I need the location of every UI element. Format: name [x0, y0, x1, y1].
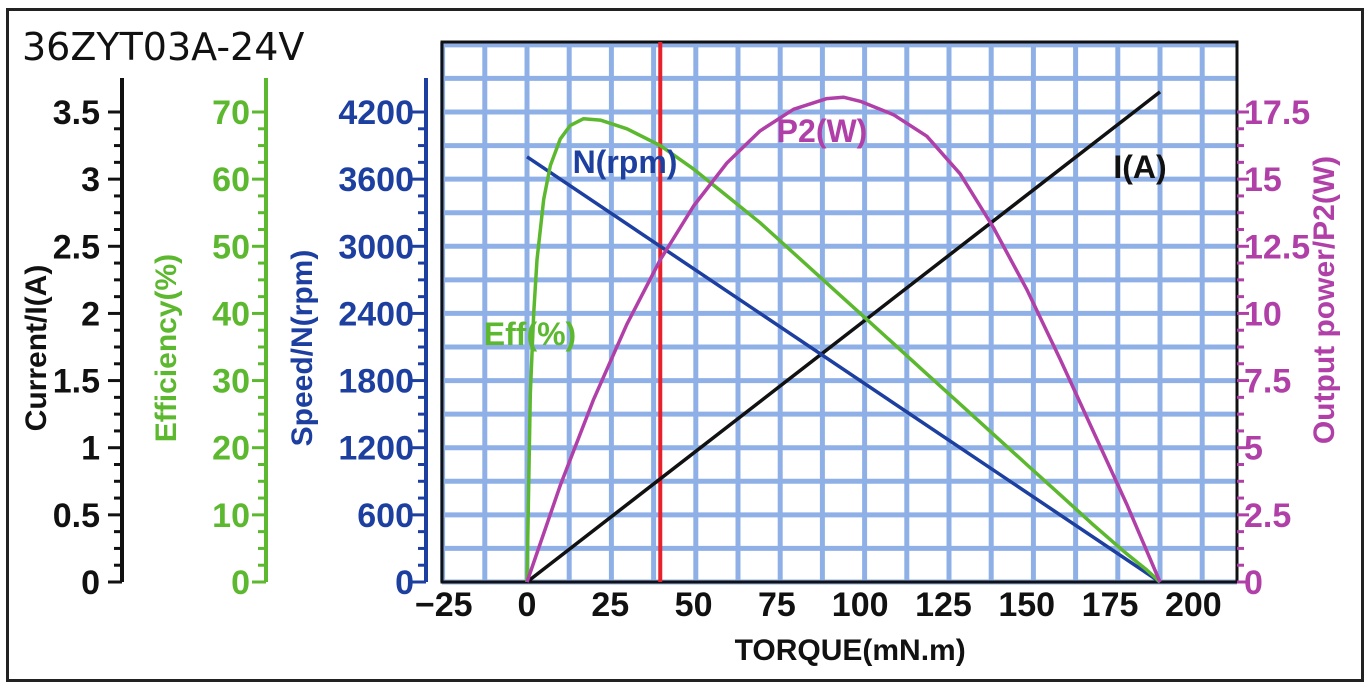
current-tick-label: 1.5 — [53, 363, 100, 401]
speed-tick-label: 1800 — [338, 363, 414, 401]
series-label-p2w: P2(W) — [777, 113, 868, 149]
efficiency-tick-label: 70 — [212, 94, 250, 132]
series-line-p2w — [525, 95, 1162, 583]
power-axis: 0 2.5 5 7.5 10 12.5 15 17.5 Output power/P2(W) — [1237, 94, 1341, 602]
efficiency-axis-label: Efficiency(%) — [150, 254, 183, 442]
speed-tick-label: 0 — [395, 564, 414, 602]
speed-axis-label: Speed/N(rpm) — [286, 250, 319, 447]
efficiency-tick-label: 30 — [212, 363, 250, 401]
power-tick-label: 2.5 — [1244, 497, 1291, 535]
speed-tick-label: 2400 — [338, 295, 414, 333]
current-tick-label: 1 — [81, 430, 100, 468]
power-tick-label: 17.5 — [1244, 94, 1310, 132]
x-tick-label: 125 — [915, 586, 972, 624]
speed-tick-label: 3000 — [338, 228, 414, 266]
current-tick-label: 3.5 — [53, 94, 100, 132]
current-tick-label: 0 — [81, 564, 100, 602]
current-tick-label: 0.5 — [53, 497, 100, 535]
x-tick-label: 100 — [832, 586, 889, 624]
power-axis-label: Output power/P2(W) — [1308, 156, 1341, 444]
efficiency-tick-label: 20 — [212, 430, 250, 468]
x-axis-label: TORQUE(mN.m) — [735, 634, 966, 667]
power-tick-label: 15 — [1244, 161, 1282, 199]
speed-tick-label: 600 — [357, 497, 414, 535]
power-tick-label: 0 — [1244, 564, 1263, 602]
efficiency-axis: 0 10 20 30 40 50 60 70 Efficiency(%) — [150, 78, 268, 602]
x-tick-label: 175 — [1082, 586, 1139, 624]
x-tick-label: 0 — [518, 586, 537, 624]
speed-tick-label: 1200 — [338, 430, 414, 468]
efficiency-tick-label: 10 — [212, 497, 250, 535]
speed-tick-label: 3600 — [338, 161, 414, 199]
series-label-nrpm: N(rpm) — [573, 144, 678, 180]
x-tick-label: 50 — [675, 586, 713, 624]
current-tick-label: 2 — [81, 295, 100, 333]
series-label-eff: Eff(%) — [484, 316, 576, 352]
power-tick-label: 5 — [1244, 430, 1263, 468]
x-tick-label: 150 — [998, 586, 1055, 624]
current-tick-label: 3 — [81, 161, 100, 199]
x-tick-label: 200 — [1165, 586, 1222, 624]
power-tick-label: 7.5 — [1244, 363, 1291, 401]
series-line-eff — [525, 116, 1162, 584]
power-tick-label: 12.5 — [1244, 228, 1310, 266]
power-tick-label: 10 — [1244, 295, 1282, 333]
series-label-ia: I(A) — [1113, 149, 1166, 185]
x-tick-label: 25 — [591, 586, 629, 624]
speed-tick-label: 4200 — [338, 94, 414, 132]
efficiency-tick-label: 0 — [231, 564, 250, 602]
x-tick-label: 75 — [758, 586, 796, 624]
current-tick-label: 2.5 — [53, 228, 100, 266]
current-axis: 0 0.5 1 1.5 2 2.5 3 3.5 Current/I(A) — [20, 78, 124, 602]
series-line-nrpm — [526, 155, 1161, 584]
speed-axis: 0 600 1200 1800 2400 3000 3600 4200 Speed/N(rpm) — [286, 78, 428, 602]
series-line-ia — [525, 90, 1162, 584]
x-tick-label: −25 — [415, 586, 473, 624]
current-axis-label: Current/I(A) — [20, 265, 53, 432]
efficiency-tick-label: 50 — [212, 228, 250, 266]
efficiency-tick-label: 60 — [212, 161, 250, 199]
efficiency-tick-label: 40 — [212, 295, 250, 333]
chart-frame — [6, 8, 1364, 682]
chart-title: 36ZYT03A-24V — [22, 25, 304, 69]
